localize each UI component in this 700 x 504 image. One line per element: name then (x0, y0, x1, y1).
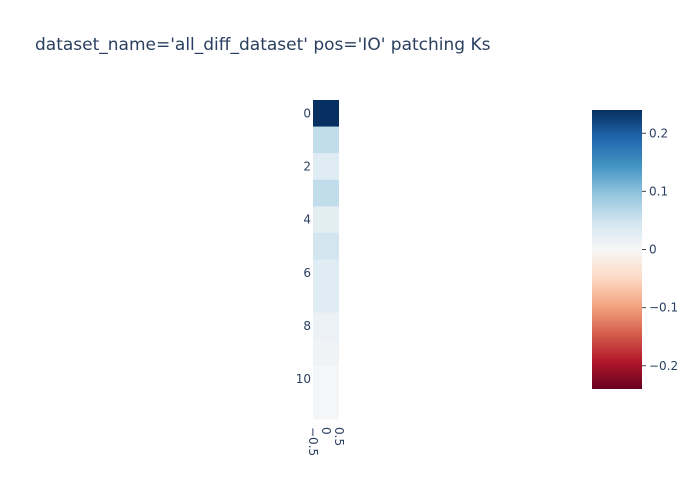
heatmap-cell (313, 179, 339, 207)
x-tick-label: −0.5 (306, 427, 320, 456)
heatmap-cell (313, 153, 339, 181)
x-tick-label: 0 (319, 427, 333, 435)
y-tick-label: 4 (303, 213, 311, 227)
colorbar-ticks: 0.2 0.1 0 −0.1 −0.2 (642, 126, 678, 373)
heatmap-cell (313, 232, 339, 260)
x-axis-ticks: −0.5 0 0.5 (306, 427, 346, 456)
heatmap-cells (313, 100, 339, 420)
heatmap-cell (313, 392, 339, 420)
heatmap-cell (313, 339, 339, 367)
y-tick-label: 0 (303, 106, 311, 120)
heatmap-cell (313, 259, 339, 287)
y-tick-label: 8 (303, 319, 311, 333)
heatmap-cell (313, 126, 339, 154)
chart-title: dataset_name='all_diff_dataset' pos='IO'… (35, 35, 491, 55)
colorbar-tick-label: 0.2 (649, 126, 668, 140)
x-tick-label: 0.5 (332, 427, 346, 446)
heatmap-cell (313, 365, 339, 393)
heatmap-cell (313, 286, 339, 313)
y-tick-label: 6 (303, 266, 311, 280)
colorbar-tick-label: 0 (649, 243, 657, 257)
y-axis-ticks: 0 2 4 6 8 10 (296, 106, 311, 386)
y-tick-label: 2 (303, 159, 311, 173)
colorbar (592, 110, 642, 389)
colorbar-tick-label: −0.1 (649, 301, 678, 315)
y-tick-label: 10 (296, 372, 311, 386)
colorbar-tick-label: −0.2 (649, 359, 678, 373)
colorbar-tick-label: 0.1 (649, 184, 668, 198)
heatmap-cell (313, 206, 339, 234)
heatmap-cell (313, 100, 339, 127)
heatmap-cell (313, 312, 339, 340)
